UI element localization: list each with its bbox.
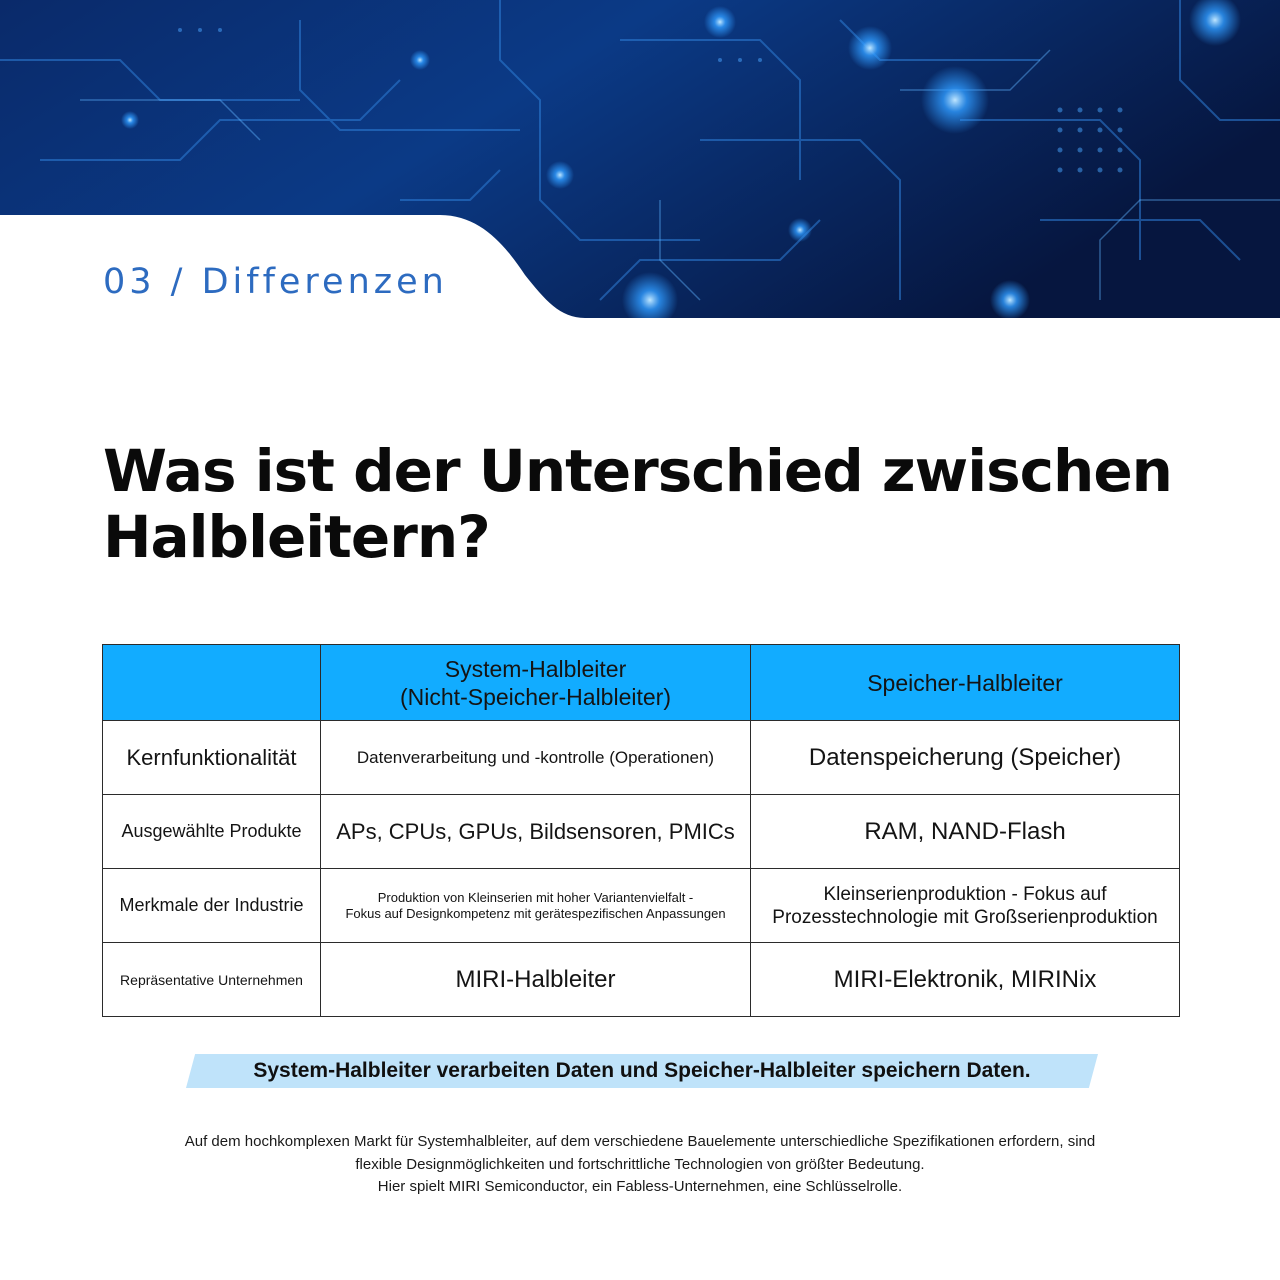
circuit-board-image bbox=[0, 0, 1280, 318]
comparison-table: System-Halbleiter (Nicht-Speicher-Halble… bbox=[102, 644, 1180, 1017]
body-line-2: flexible Designmöglichkeiten und fortsch… bbox=[355, 1155, 925, 1173]
row-label: Merkmale der Industrie bbox=[102, 868, 321, 943]
header-banner: 03 / Differenzen bbox=[0, 0, 1280, 320]
row-label: Repräsentative Unternehmen bbox=[102, 942, 321, 1017]
memory-cell-line: Prozesstechnologie mit Großserienprodukt… bbox=[772, 906, 1158, 928]
table-row: Merkmale der Industrie Produktion von Kl… bbox=[102, 868, 1180, 943]
memory-cell: MIRI-Elektronik, MIRINix bbox=[750, 942, 1180, 1017]
system-cell-line: Produktion von Kleinserien mit hoher Var… bbox=[377, 889, 694, 905]
page-title: Was ist der Unterschied zwischen Halblei… bbox=[103, 438, 1203, 570]
memory-cell: Kleinserienproduktion - Fokus auf Prozes… bbox=[750, 868, 1180, 943]
system-cell-line: Fokus auf Designkompetenz mit gerätespez… bbox=[345, 905, 726, 921]
body-line-3: Hier spielt MIRI Semiconductor, ein Fabl… bbox=[377, 1178, 903, 1195]
table-row: Ausgewählte Produkte APs, CPUs, GPUs, Bi… bbox=[102, 794, 1180, 869]
header-system-line-2: (Nicht-Speicher-Halbleiter) bbox=[400, 683, 671, 710]
system-cell: Datenverarbeitung und -kontrolle (Operat… bbox=[320, 720, 751, 795]
table-row: Kernfunktionalität Datenverarbeitung und… bbox=[102, 720, 1180, 795]
summary-text: System-Halbleiter verarbeiten Daten und … bbox=[253, 1059, 1031, 1082]
system-cell: Produktion von Kleinserien mit hoher Var… bbox=[320, 868, 751, 943]
table-row: Repräsentative Unternehmen MIRI-Halbleit… bbox=[102, 942, 1180, 1017]
system-cell: MIRI-Halbleiter bbox=[320, 942, 751, 1017]
section-label: 03 / Differenzen bbox=[103, 262, 448, 302]
summary-highlight: System-Halbleiter verarbeiten Daten und … bbox=[186, 1054, 1098, 1088]
highlight-background bbox=[186, 1054, 1098, 1088]
header-corner-cell bbox=[102, 644, 321, 721]
row-label: Ausgewählte Produkte bbox=[102, 794, 321, 869]
body-paragraph: Auf dem hochkomplexen Markt für Systemha… bbox=[60, 1131, 1220, 1199]
header-memory: Speicher-Halbleiter bbox=[750, 644, 1180, 721]
body-line-1: Auf dem hochkomplexen Markt für Systemha… bbox=[184, 1133, 1096, 1150]
system-cell: APs, CPUs, GPUs, Bildsensoren, PMICs bbox=[320, 794, 751, 869]
header-system-line-1: System-Halbleiter bbox=[444, 655, 627, 682]
title-line-2: Halbleitern? bbox=[103, 503, 491, 571]
memory-cell-line: Kleinserienproduktion - Fokus auf bbox=[823, 883, 1107, 905]
header-system: System-Halbleiter (Nicht-Speicher-Halble… bbox=[320, 644, 751, 721]
table-header-row: System-Halbleiter (Nicht-Speicher-Halble… bbox=[102, 644, 1180, 721]
row-label: Kernfunktionalität bbox=[102, 720, 321, 795]
memory-cell: RAM, NAND-Flash bbox=[750, 794, 1180, 869]
memory-cell: Datenspeicherung (Speicher) bbox=[750, 720, 1180, 795]
title-line-1: Was ist der Unterschied zwischen bbox=[103, 437, 1173, 505]
